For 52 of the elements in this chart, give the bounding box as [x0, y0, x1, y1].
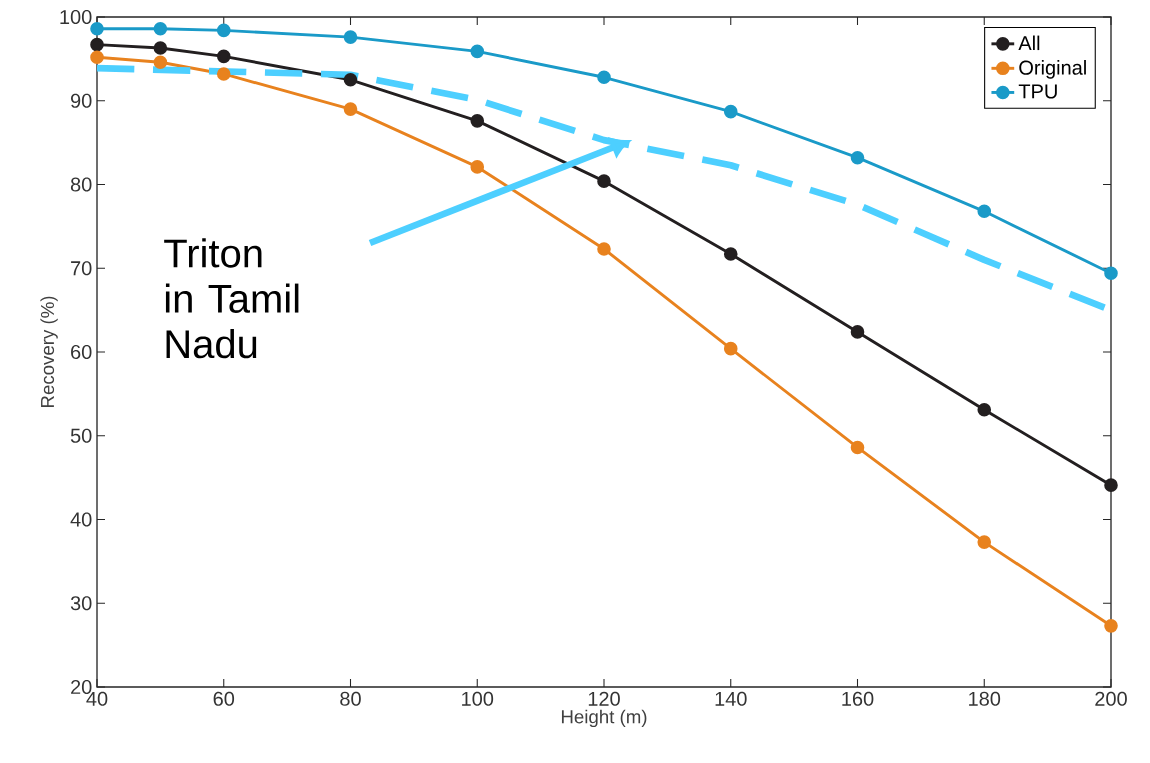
point: [153, 41, 168, 55]
point: [470, 114, 485, 128]
point: [343, 30, 358, 44]
point: [723, 104, 738, 119]
point: [1104, 266, 1118, 281]
x-axis-title: Height (m): [561, 709, 647, 728]
y-tick-label: 50: [70, 428, 92, 443]
y-tick-label: 70: [71, 261, 92, 276]
point: [343, 102, 358, 116]
point: [597, 70, 611, 85]
x-tick-label: 120: [588, 691, 620, 706]
point: [90, 21, 104, 36]
point: [90, 37, 104, 52]
x-tick-label: 200: [1095, 691, 1127, 706]
point: [216, 23, 231, 38]
point: [597, 174, 611, 188]
point: [977, 402, 992, 417]
point: [597, 242, 611, 256]
point: [343, 73, 358, 87]
x-tick-label: 80: [340, 691, 361, 706]
y-tick-label: 30: [70, 596, 92, 611]
y-tick-label: 60: [71, 344, 92, 360]
legend-label: All: [1018, 35, 1040, 51]
y-tick-label: 90: [70, 93, 92, 108]
point: [1104, 478, 1118, 492]
y-tick-label: 40: [70, 512, 92, 527]
y-tick-label: 100: [60, 9, 92, 25]
x-tick-label: 140: [715, 691, 747, 706]
point: [153, 55, 168, 70]
annotation: Triton in Tamil Nadu: [164, 238, 299, 359]
point: [977, 535, 992, 549]
y-tick-label: 80: [70, 177, 92, 192]
point: [470, 160, 485, 174]
legend-label: Original: [1019, 60, 1086, 79]
point: [470, 44, 485, 59]
y-axis-title: Recovery (%): [40, 296, 58, 407]
point: [850, 440, 865, 455]
x-tick-label: 180: [969, 691, 1001, 706]
point: [850, 150, 865, 165]
x-tick-label: 160: [842, 691, 874, 706]
x-tick-label: 100: [462, 691, 494, 706]
point: [850, 325, 865, 339]
legend-label: TPU: [1018, 84, 1057, 99]
point: [723, 341, 738, 356]
point: [216, 49, 231, 64]
point: [90, 50, 104, 64]
point: [977, 204, 992, 219]
point: [1104, 619, 1118, 633]
point: [216, 67, 231, 81]
x-tick-label: 60: [213, 691, 235, 706]
point: [153, 21, 168, 36]
point: [723, 247, 738, 261]
